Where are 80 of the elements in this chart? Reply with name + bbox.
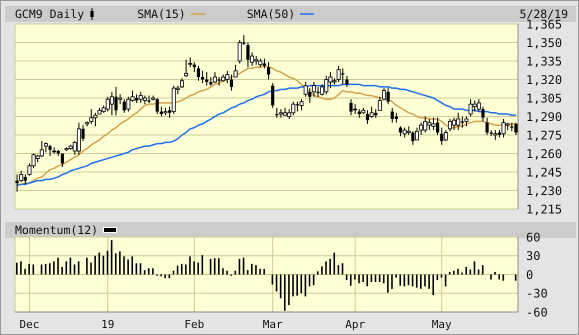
legend-label: Momentum(12) (15, 223, 98, 237)
x-tick-label: Feb (184, 318, 204, 331)
candlestick (300, 98, 304, 111)
candlestick (514, 122, 518, 136)
candlestick (402, 127, 407, 138)
y-tick-label: 1,275 (526, 128, 562, 142)
candlestick (431, 117, 436, 131)
y-tick-label: 0 (526, 268, 534, 282)
y-tick-label: 1,245 (526, 165, 562, 180)
y-tick-label: 1,215 (526, 202, 562, 216)
y-tick-label: -60 (526, 305, 548, 320)
x-tick-label: Apr (345, 318, 366, 331)
candlestick (444, 130, 448, 142)
candlestick (93, 112, 98, 127)
candlestick (349, 98, 353, 116)
candlestick (114, 86, 118, 116)
candlestick (40, 140, 44, 158)
candlestick (502, 118, 506, 138)
candlestick (48, 144, 52, 156)
candlestick (390, 107, 394, 124)
candlestick (15, 174, 19, 192)
candlestick (493, 130, 498, 140)
candlestick (200, 70, 204, 84)
candlestick (271, 82, 274, 108)
candlestick (398, 126, 402, 137)
candlestick (60, 153, 64, 168)
candlestick (296, 101, 300, 112)
candlestick (262, 58, 266, 69)
candlestick (464, 116, 468, 127)
candlestick (394, 112, 398, 124)
candlestick (138, 91, 143, 104)
legend-label: SMA(50) (246, 7, 296, 21)
candlestick (44, 142, 48, 153)
candlestick (452, 117, 456, 131)
candlestick (353, 104, 358, 115)
candlestick (481, 106, 485, 122)
candlestick (230, 74, 234, 92)
y-tick-label: 30 (526, 249, 540, 264)
x-tick-label: May (432, 318, 452, 331)
candlestick (472, 100, 477, 112)
y-tick-label: 1,260 (526, 146, 562, 161)
candlestick (324, 75, 328, 95)
candlestick (427, 118, 432, 131)
y-tick-label: 1,320 (526, 72, 562, 87)
y-tick-label: 1,305 (526, 91, 562, 106)
candlestick (172, 85, 176, 115)
candlestick (468, 98, 473, 117)
y-tick-label: -30 (526, 286, 548, 301)
candlestick (336, 65, 341, 82)
candlestick (106, 96, 110, 112)
y-tick-label: 1,350 (526, 36, 562, 50)
candlestick (76, 122, 81, 156)
candlestick (266, 62, 270, 80)
x-tick-label: 19 (101, 318, 114, 331)
candlestick (448, 118, 452, 132)
x-tick-label: Mar (262, 318, 283, 331)
text: 5/28/19 (520, 7, 568, 21)
candlestick (291, 101, 296, 116)
candlestick (212, 72, 217, 84)
candlestick (205, 72, 208, 86)
candlestick (304, 81, 308, 98)
candlestick (184, 59, 188, 78)
candlestick (110, 91, 114, 116)
legend-label: GCM9 Daily (15, 7, 84, 21)
candlestick (89, 108, 94, 124)
legend-label: SMA(15) (137, 7, 186, 21)
candlestick (366, 110, 370, 124)
y-tick-label: 1,230 (526, 184, 562, 198)
candlestick (456, 112, 460, 131)
y-tick-label: 1,290 (526, 110, 562, 124)
candlestick (345, 75, 348, 88)
candlestick (238, 40, 242, 64)
candlestick (485, 117, 489, 136)
candlestick (192, 62, 196, 73)
y-tick-label: 1,335 (526, 54, 562, 68)
y-tick-label: 60 (526, 230, 540, 244)
candlestick (423, 116, 428, 134)
x-tick-label: Dec (19, 318, 40, 331)
candlestick (196, 65, 200, 82)
candlestick (246, 42, 250, 68)
